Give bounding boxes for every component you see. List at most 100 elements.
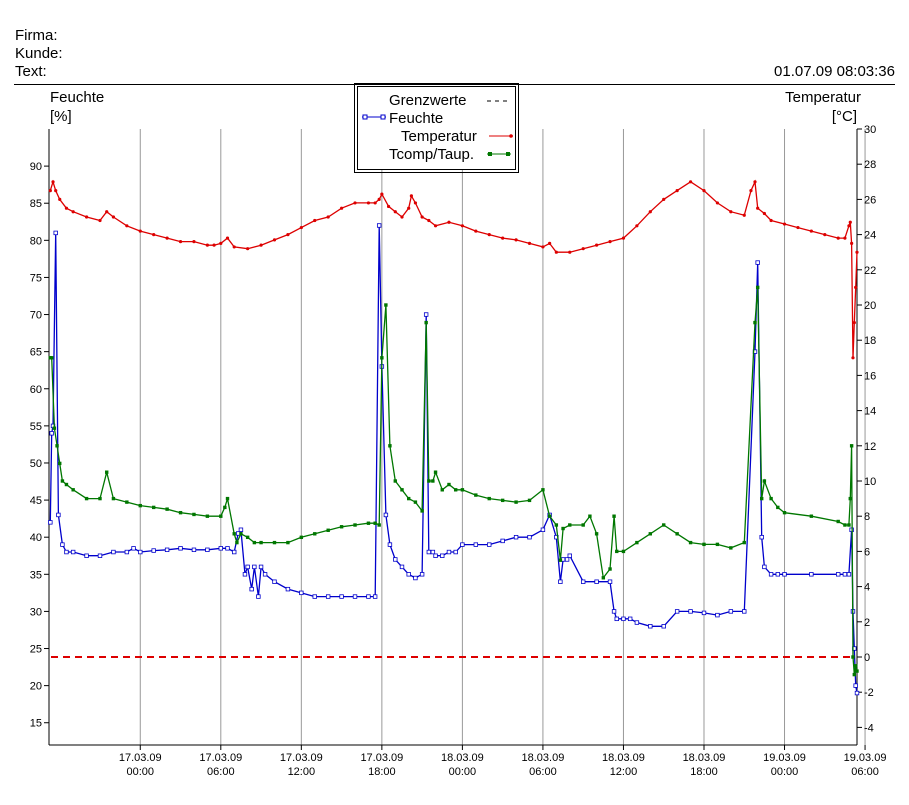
point-feuchte [648,624,653,629]
point-tcomp-taup [453,488,458,492]
point-feuchte [782,572,787,577]
point-feuchte [111,549,116,555]
point-feuchte [842,572,848,577]
point-feuchte [256,594,261,599]
point-temperatur [675,189,679,193]
point-temperatur [688,180,693,184]
point-feuchte [674,609,680,614]
legend-swatch-temperatur [489,134,513,138]
point-tcomp-taup [388,444,392,448]
point-feuchte [56,512,61,518]
right-tick-label: 24 [864,230,876,242]
point-feuchte [48,520,53,525]
left-tick-label: 60 [30,384,42,396]
left-tick-label: 90 [30,161,42,173]
point-tcomp-taup [568,523,572,527]
point-temperatur [313,218,317,223]
point-temperatur [843,236,847,240]
point-tcomp-taup [554,523,559,527]
right-tick-label: 8 [864,511,870,523]
point-temperatur [400,215,404,219]
point-feuchte [558,579,563,584]
point-tcomp-taup [855,669,859,673]
point-feuchte [178,546,183,551]
left-tick-label: 20 [30,681,42,693]
point-feuchte [376,223,382,228]
x-tick-label-time: 00:00 [127,766,155,778]
point-tcomp-taup [460,488,465,492]
right-tick-label: 22 [864,265,876,277]
point-temperatur [474,229,478,233]
point-feuchte [64,549,69,555]
point-tcomp-taup [58,461,62,466]
left-tick-label: 50 [30,458,42,470]
point-feuchte [366,594,371,599]
point-tcomp-taup [339,525,344,529]
point-temperatur [753,180,757,184]
point-feuchte [138,549,143,555]
point-temperatur [769,218,773,223]
point-tcomp-taup [853,664,858,668]
right-axis-unit: [°C] [831,108,857,125]
point-feuchte [325,594,331,599]
point-temperatur [514,238,518,242]
point-feuchte [446,549,452,555]
legend-swatch-grenzwerte [487,100,511,102]
point-feuchte [245,564,250,570]
point-feuchte [70,549,76,555]
point-tcomp-taup [151,505,156,510]
left-tick-label: 70 [30,310,42,322]
x-tick-label-time: 06:00 [851,766,879,778]
point-tcomp-taup [715,542,720,547]
point-temperatur [554,250,558,254]
point-temperatur [648,210,652,214]
x-tick-label-time: 00:00 [449,766,477,778]
point-feuchte [809,572,814,577]
left-tick-label: 45 [30,495,42,507]
point-tcomp-taup [55,444,59,448]
legend-swatch-feuchte [362,114,386,120]
point-feuchte [84,553,89,558]
chart-legend: Grenzwerte Feuchte Temperatur Tcomp/Taup… [354,83,519,173]
point-temperatur [836,236,840,240]
point-tcomp-taup [852,672,857,677]
x-tick-label-date: 19.03.09 [844,752,887,764]
legend-label-temperatur: Temperatur [401,128,477,145]
left-tick-label: 35 [30,569,42,581]
point-temperatur [353,201,357,205]
point-feuchte [487,542,492,547]
point-feuchte [205,547,210,553]
point-tcomp-taup [205,514,210,518]
x-tick-label-time: 06:00 [207,766,235,778]
point-tcomp-taup [111,496,116,501]
point-feuchte [312,594,317,599]
point-temperatur [460,224,464,228]
point-temperatur [796,225,800,230]
point-feuchte [513,534,519,540]
x-tick-label-date: 17.03.09 [199,752,242,764]
point-temperatur [762,211,766,216]
point-feuchte [611,609,617,614]
point-tcomp-taup [809,514,814,518]
point-temperatur [541,245,545,249]
point-tcomp-taup [776,505,780,510]
point-temperatur [71,210,75,214]
point-temperatur [608,240,612,244]
point-tcomp-taup [755,285,760,290]
point-temperatur [581,247,585,251]
point-tcomp-taup [424,320,428,325]
point-temperatur [286,233,290,237]
point-tcomp-taup [420,509,424,513]
point-feuchte [393,557,398,562]
point-feuchte [131,546,136,551]
point-tcomp-taup [377,523,381,527]
right-tick-label: 4 [864,582,870,594]
left-axis-title: Feuchte [50,89,105,106]
point-feuchte [124,549,130,555]
point-temperatur [527,241,532,245]
point-temperatur [715,201,720,205]
point-feuchte [232,549,237,555]
point-feuchte [728,609,734,614]
right-tick-label: 18 [864,335,876,347]
point-temperatur [635,224,639,228]
